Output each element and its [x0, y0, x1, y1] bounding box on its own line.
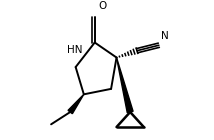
Text: O: O [98, 1, 107, 11]
Polygon shape [68, 94, 84, 114]
Polygon shape [117, 58, 133, 113]
Text: HN: HN [67, 45, 82, 55]
Text: N: N [161, 31, 169, 41]
